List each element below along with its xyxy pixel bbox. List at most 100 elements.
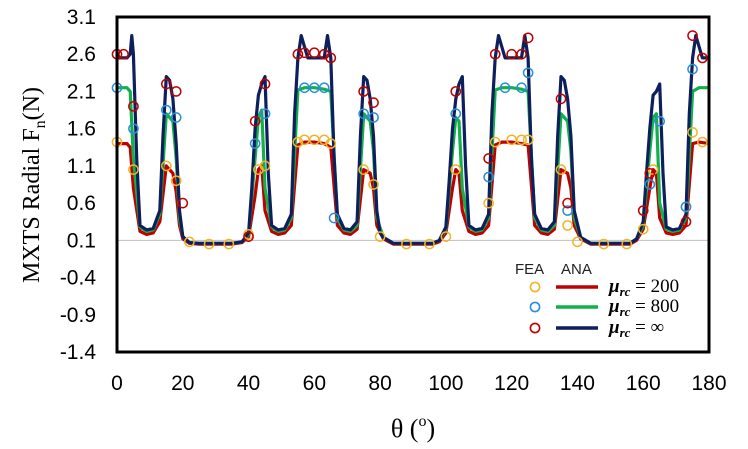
fea-marker: [368, 179, 379, 190]
x-tick-label: 0: [111, 372, 123, 395]
y-axis-subscript: n: [32, 120, 49, 128]
fea-marker: [368, 97, 379, 108]
fea-marker: [516, 134, 527, 146]
fea-marker: [160, 104, 172, 116]
fea-marker: [499, 82, 511, 94]
fea-marker: [203, 238, 215, 250]
ana-line-series-0: [117, 140, 710, 246]
fea-marker: [489, 48, 501, 60]
fea-marker: [358, 108, 370, 120]
fea-marker: [292, 48, 304, 60]
legend-fea-marker: [529, 301, 541, 313]
fea-marker: [644, 179, 656, 190]
fea-marker: [697, 52, 708, 64]
fea-marker: [687, 30, 698, 41]
fea-marker: [522, 134, 534, 146]
y-axis-title: MXTS Radial Fn(N): [19, 87, 49, 283]
x-axis-unit: o: [418, 413, 426, 430]
y-axis-title-group: MXTS Radial Fn(N): [19, 87, 49, 283]
fea-marker: [160, 160, 172, 172]
fea-marker: [170, 86, 182, 97]
legend-label: μrc = 800: [608, 296, 679, 319]
fea-marker: [325, 138, 337, 149]
fea-marker: [318, 82, 330, 94]
y-tick-label: 1.6: [67, 118, 96, 141]
fea-marker: [483, 171, 494, 183]
fea-marker: [562, 197, 573, 209]
fea-marker: [128, 123, 139, 135]
fea-marker: [516, 82, 527, 94]
legend-fea-marker: [529, 322, 541, 334]
x-tick-label: 60: [303, 372, 326, 395]
fea-marker: [483, 153, 494, 164]
x-tick-label: 180: [691, 372, 726, 395]
y-tick-label: -0.4: [60, 267, 97, 290]
fea-marker: [259, 108, 271, 120]
fea-marker: [522, 67, 534, 79]
fea-marker: [555, 164, 567, 175]
legend-header-fea: FEA: [515, 261, 544, 278]
fea-marker: [128, 164, 139, 175]
y-tick-label: -1.4: [60, 341, 97, 364]
fea-marker: [177, 197, 189, 209]
fea-marker: [697, 136, 708, 148]
y-tick-label: 2.1: [67, 80, 96, 103]
x-tick-label: 160: [626, 372, 661, 395]
fea-marker: [489, 136, 501, 148]
fea-marker: [450, 86, 462, 97]
fea-marker: [249, 138, 261, 149]
fea-marker: [654, 115, 666, 127]
fea-markers: [111, 30, 708, 250]
fea-marker: [522, 32, 534, 44]
x-axis-title: θ (o): [391, 413, 435, 443]
x-tick-label: 120: [494, 372, 529, 395]
x-tick-label: 100: [428, 372, 463, 395]
fea-marker: [424, 238, 435, 250]
y-tick-label: 3.1: [67, 6, 96, 29]
ana-curves: [117, 33, 710, 246]
fea-marker: [644, 167, 656, 179]
fea-marker: [358, 86, 370, 97]
fea-marker: [243, 231, 254, 242]
fea-marker: [249, 115, 261, 127]
x-tick-label: 40: [237, 372, 260, 395]
x-tick-label: 140: [560, 372, 595, 395]
legend-label: μrc = 200: [608, 276, 679, 299]
fea-marker: [680, 216, 692, 228]
fea-marker: [450, 164, 462, 175]
fea-marker: [562, 220, 573, 231]
fea-marker: [572, 236, 583, 248]
fea-marker: [555, 93, 567, 105]
x-tick-label: 20: [171, 372, 194, 395]
fea-marker: [450, 108, 462, 120]
fea-marker: [259, 78, 271, 90]
y-tick-label: 0.6: [67, 192, 96, 215]
legend-fea-marker: [529, 281, 541, 293]
fea-marker: [128, 100, 139, 112]
ana-line-series-2: [117, 33, 709, 245]
fea-marker: [637, 205, 649, 216]
fea-marker: [483, 197, 494, 209]
fea-marker: [562, 205, 573, 216]
fea-marker: [368, 112, 379, 123]
x-tick-labels: 0 20 40 60 80 100 120 140 160 180: [111, 372, 726, 395]
fea-marker: [223, 238, 235, 250]
legend-label: μrc = ∞: [608, 317, 664, 340]
fea-marker: [170, 175, 182, 187]
fea-marker: [401, 238, 412, 250]
fea-marker: [637, 223, 649, 235]
fea-marker: [328, 212, 340, 224]
plot-frame: [115, 15, 711, 354]
fea-marker: [358, 164, 370, 175]
fea-marker: [516, 48, 527, 60]
fea-marker: [170, 112, 182, 123]
legend-header-ana: ANA: [561, 261, 592, 278]
y-tick-label: -0.9: [60, 304, 96, 327]
fea-marker: [118, 48, 129, 60]
fea-marker: [621, 238, 633, 250]
fea-marker: [292, 136, 304, 148]
y-tick-labels: -1.4 -0.9 -0.4 0.1 0.6 1.1 1.6 2.1 2.6 3.1: [60, 6, 97, 364]
ana-line-series-1: [117, 86, 709, 245]
